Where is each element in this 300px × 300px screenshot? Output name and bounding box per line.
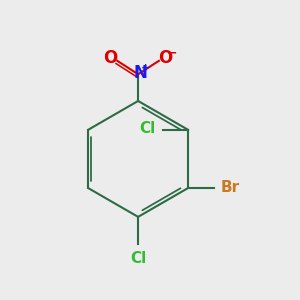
Text: Br: Br [221,180,240,195]
Text: N: N [134,64,147,82]
Text: Cl: Cl [140,121,156,136]
Text: Cl: Cl [130,251,146,266]
Text: +: + [141,63,150,73]
Text: −: − [167,46,177,59]
Text: O: O [158,49,172,67]
Text: O: O [103,49,118,67]
